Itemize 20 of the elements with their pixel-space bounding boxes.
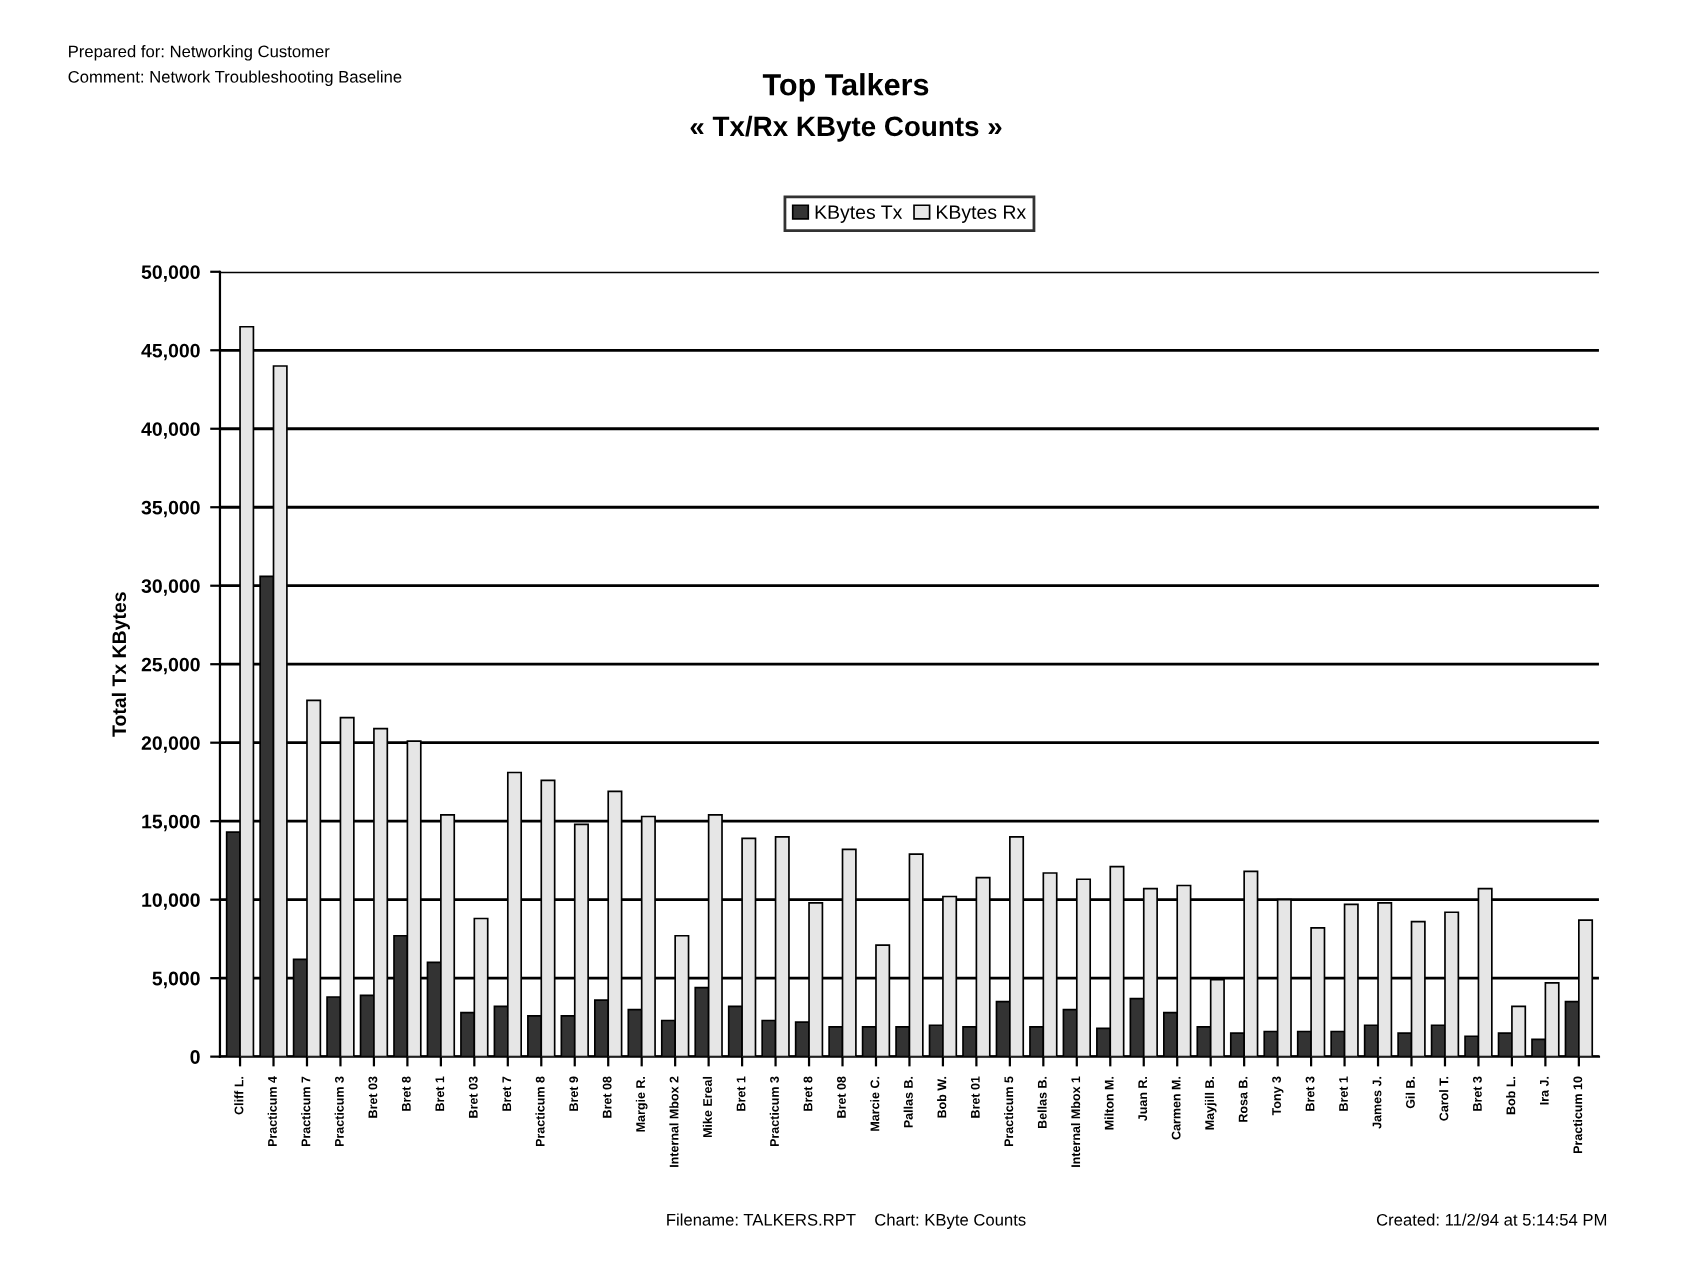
y-tick-label: 35,000: [141, 500, 200, 518]
y-tick-label: 30,000: [141, 579, 200, 596]
y-tick-label: 50,000: [141, 265, 200, 282]
text: Comment: Network Troubleshooting Baseline: [68, 70, 402, 87]
y-tick-label: 45,000: [141, 343, 200, 361]
y-tick-label: 10,000: [142, 893, 200, 910]
legend-label: KBytes Tx: [815, 205, 903, 223]
chart-subtitle: « Tx/Rx KByte Counts »: [690, 115, 1002, 142]
text: Prepared for: Networking Customer: [69, 45, 330, 61]
y-tick-label: 0: [190, 1050, 200, 1064]
y-tick-label: 40,000: [141, 422, 200, 439]
legend-label: KBytes Rx: [937, 205, 1026, 223]
text: Filename: TALKERS.RPT Chart: KByte Counts: [667, 1213, 1026, 1230]
y-tick-label: 20,000: [141, 736, 200, 753]
chart-title: Top Talkers: [762, 73, 929, 102]
y-tick-label: 5,000: [152, 971, 200, 989]
y-tick-label: 15,000: [142, 814, 200, 832]
y-axis-title: Total Tx KBytes: [111, 592, 130, 737]
text: Created: 11/2/94 at 5:14:54 PM: [1376, 1213, 1607, 1226]
y-tick-label: 25,000: [141, 657, 200, 675]
